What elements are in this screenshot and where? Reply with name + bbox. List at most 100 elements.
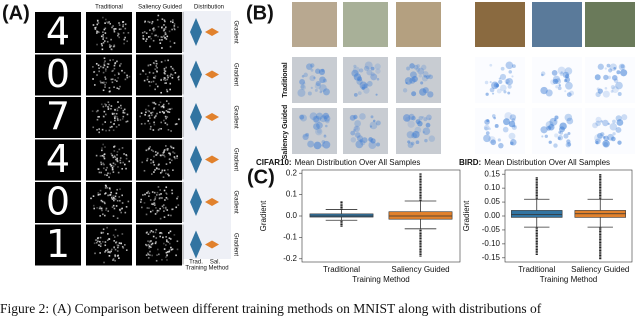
noise bbox=[142, 37, 144, 40]
saliency-blob bbox=[503, 90, 507, 94]
noise bbox=[155, 154, 158, 156]
noise bbox=[116, 244, 119, 246]
noise bbox=[119, 188, 121, 190]
noise bbox=[174, 123, 177, 126]
saliency-blob bbox=[508, 120, 516, 128]
noise bbox=[110, 38, 112, 41]
noise bbox=[124, 211, 127, 214]
noise bbox=[124, 163, 126, 166]
mnist-image bbox=[35, 97, 81, 138]
noise bbox=[107, 194, 109, 197]
noise bbox=[114, 259, 116, 262]
noise bbox=[110, 108, 112, 110]
saliency-blob bbox=[594, 74, 601, 81]
saliency-blob bbox=[498, 79, 503, 85]
saliency-blob bbox=[617, 92, 622, 96]
noise bbox=[104, 251, 106, 253]
noise bbox=[165, 196, 168, 199]
saliency-blob bbox=[369, 125, 373, 128]
noise bbox=[116, 160, 119, 163]
noise bbox=[149, 45, 151, 48]
noise bbox=[106, 166, 108, 169]
noise bbox=[111, 26, 113, 29]
noise bbox=[114, 228, 117, 231]
noise bbox=[101, 154, 104, 157]
noise bbox=[170, 246, 172, 249]
noise bbox=[108, 87, 111, 89]
saliency-map bbox=[86, 97, 132, 138]
saliency-blob bbox=[354, 120, 362, 127]
noise bbox=[173, 25, 176, 27]
saliency-blob bbox=[356, 78, 363, 85]
noise bbox=[167, 129, 170, 131]
noise bbox=[96, 19, 99, 21]
noise bbox=[156, 19, 159, 21]
noise bbox=[114, 109, 116, 112]
noise bbox=[109, 193, 112, 196]
noise bbox=[145, 244, 148, 247]
noise bbox=[103, 155, 105, 158]
saliency-blob bbox=[564, 90, 567, 93]
noise bbox=[101, 147, 103, 149]
noise bbox=[99, 240, 101, 243]
noise bbox=[168, 249, 171, 251]
noise bbox=[113, 64, 116, 67]
noise bbox=[113, 28, 115, 30]
noise bbox=[165, 117, 167, 120]
noise bbox=[123, 153, 125, 155]
saliency-blob bbox=[554, 133, 559, 138]
noise bbox=[172, 151, 174, 153]
saliency-blob bbox=[411, 75, 418, 83]
noise bbox=[147, 115, 150, 117]
saliency-blob bbox=[322, 88, 330, 96]
noise bbox=[147, 253, 150, 256]
saliency-blob bbox=[613, 66, 617, 70]
noise bbox=[146, 157, 149, 160]
noise bbox=[99, 80, 102, 83]
saliency-blob bbox=[415, 119, 421, 125]
noise bbox=[110, 164, 113, 167]
noise bbox=[118, 36, 121, 39]
saliency-blob bbox=[552, 75, 560, 83]
noise bbox=[153, 27, 155, 29]
noise bbox=[167, 108, 170, 111]
noise bbox=[104, 187, 107, 189]
noise bbox=[164, 59, 166, 62]
noise bbox=[113, 45, 116, 48]
saliency-overlay bbox=[292, 57, 337, 103]
saliency-blob bbox=[545, 89, 553, 97]
noise bbox=[168, 30, 171, 33]
saliency-blob bbox=[428, 74, 434, 80]
saliency-map bbox=[86, 139, 132, 181]
noise bbox=[96, 118, 99, 121]
noise bbox=[167, 214, 170, 217]
noise bbox=[110, 45, 112, 47]
noise bbox=[151, 32, 153, 35]
noise bbox=[114, 156, 117, 159]
saliency-blob bbox=[411, 91, 417, 97]
noise bbox=[102, 89, 105, 92]
saliency-blob bbox=[618, 63, 626, 71]
noise bbox=[169, 45, 172, 48]
noise bbox=[164, 70, 167, 73]
noise bbox=[123, 42, 125, 45]
saliency-blob bbox=[540, 71, 546, 76]
noise bbox=[99, 81, 102, 84]
noise bbox=[149, 199, 152, 201]
noise bbox=[102, 162, 104, 165]
noise bbox=[149, 231, 152, 234]
noise bbox=[118, 73, 120, 75]
noise bbox=[148, 192, 151, 195]
noise bbox=[113, 145, 116, 148]
violin bbox=[205, 70, 219, 79]
noise bbox=[149, 84, 151, 87]
noise bbox=[98, 115, 100, 118]
saliency-blob bbox=[299, 114, 307, 122]
saliency-blob bbox=[316, 112, 324, 120]
saliency-blob bbox=[404, 77, 413, 85]
noise bbox=[172, 147, 175, 149]
noise bbox=[149, 250, 151, 253]
noise bbox=[109, 251, 111, 254]
saliency-blob bbox=[354, 131, 361, 138]
saliency-blob bbox=[607, 75, 611, 80]
